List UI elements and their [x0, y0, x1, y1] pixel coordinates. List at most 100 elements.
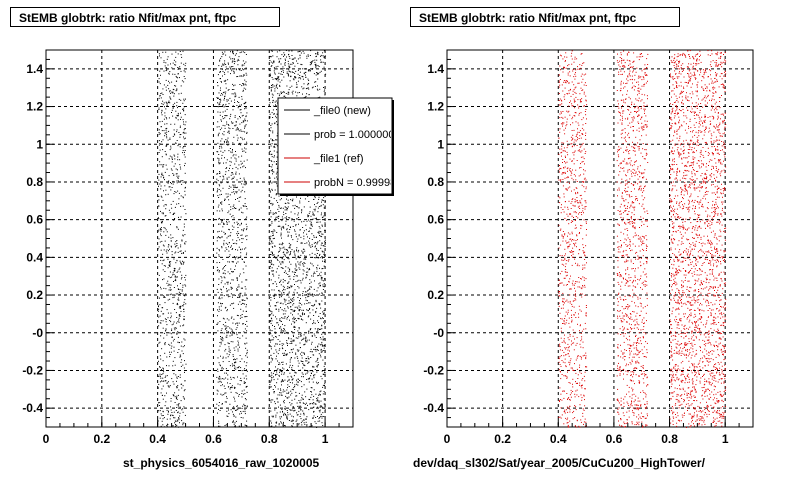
data-point [161, 110, 163, 112]
data-point [570, 238, 572, 240]
data-point [287, 206, 289, 208]
data-point [311, 62, 312, 64]
data-point [275, 421, 277, 423]
data-point [184, 114, 186, 116]
data-point [580, 194, 582, 196]
data-point [224, 388, 226, 389]
data-point [276, 322, 278, 324]
data-point [299, 57, 301, 59]
data-point [169, 354, 171, 355]
data-point [309, 288, 311, 290]
data-point [303, 258, 305, 260]
data-point [222, 378, 224, 380]
data-point [221, 157, 223, 159]
data-point [167, 423, 168, 425]
data-point [235, 409, 236, 411]
data-point [558, 104, 560, 106]
data-point [289, 217, 291, 219]
data-point [561, 234, 563, 236]
data-point [280, 232, 282, 234]
data-point [276, 139, 278, 141]
data-point [272, 117, 274, 118]
data-point [240, 167, 242, 169]
data-point [244, 424, 246, 426]
data-point [323, 344, 325, 346]
data-point [284, 58, 286, 60]
data-point [319, 267, 320, 269]
data-point [164, 342, 166, 344]
data-point [292, 348, 294, 350]
data-point [286, 353, 288, 355]
data-point [275, 257, 277, 259]
data-point [313, 198, 315, 200]
data-point [223, 267, 224, 269]
data-point [225, 193, 227, 195]
data-point [172, 336, 173, 338]
data-point [292, 382, 293, 384]
data-point [269, 73, 271, 75]
data-point [168, 244, 169, 246]
data-point [229, 351, 231, 353]
data-point [221, 181, 223, 183]
data-point [235, 158, 237, 160]
data-point [299, 300, 300, 302]
data-point [178, 419, 180, 421]
data-point [324, 345, 326, 347]
data-point [164, 297, 166, 298]
data-point [283, 328, 285, 330]
data-point [223, 176, 225, 178]
data-point [306, 388, 308, 390]
data-point [164, 426, 165, 428]
data-point [286, 410, 288, 411]
data-point [239, 116, 240, 117]
data-point [219, 106, 221, 107]
data-point [303, 230, 305, 232]
data-point [299, 200, 301, 202]
data-point [162, 410, 164, 412]
data-point [299, 71, 301, 73]
y-tick-label: 0.2 [26, 288, 43, 302]
data-point [183, 129, 185, 131]
data-point [580, 112, 582, 114]
data-point [234, 422, 236, 424]
data-point [320, 61, 322, 63]
data-point [236, 405, 238, 407]
data-point [281, 257, 283, 259]
data-point [182, 305, 184, 307]
data-point [184, 234, 186, 236]
data-point [291, 342, 293, 344]
data-point [311, 252, 313, 254]
data-point [181, 277, 183, 279]
data-point [318, 418, 320, 420]
data-point [320, 205, 322, 207]
data-point [324, 94, 326, 96]
data-point [276, 135, 278, 137]
data-point [176, 271, 178, 273]
data-point [292, 304, 294, 306]
data-point [269, 329, 271, 331]
data-point [582, 285, 584, 286]
data-point [222, 384, 223, 386]
data-point [239, 275, 240, 277]
data-point [164, 112, 166, 114]
data-point [269, 254, 271, 255]
data-point [287, 257, 289, 259]
data-point [580, 67, 582, 69]
data-point [161, 109, 163, 111]
data-point [323, 347, 325, 349]
data-point [288, 70, 290, 72]
data-point [580, 310, 582, 312]
data-point [284, 64, 286, 66]
data-point [171, 53, 173, 55]
data-point [184, 137, 186, 139]
data-point [233, 222, 235, 224]
data-point [273, 171, 275, 173]
data-point [275, 358, 277, 360]
data-point [157, 230, 159, 232]
data-point [285, 93, 287, 94]
data-point [219, 171, 221, 172]
data-point [226, 281, 228, 283]
data-point [295, 70, 297, 72]
data-point [246, 353, 248, 355]
data-point [170, 245, 172, 247]
